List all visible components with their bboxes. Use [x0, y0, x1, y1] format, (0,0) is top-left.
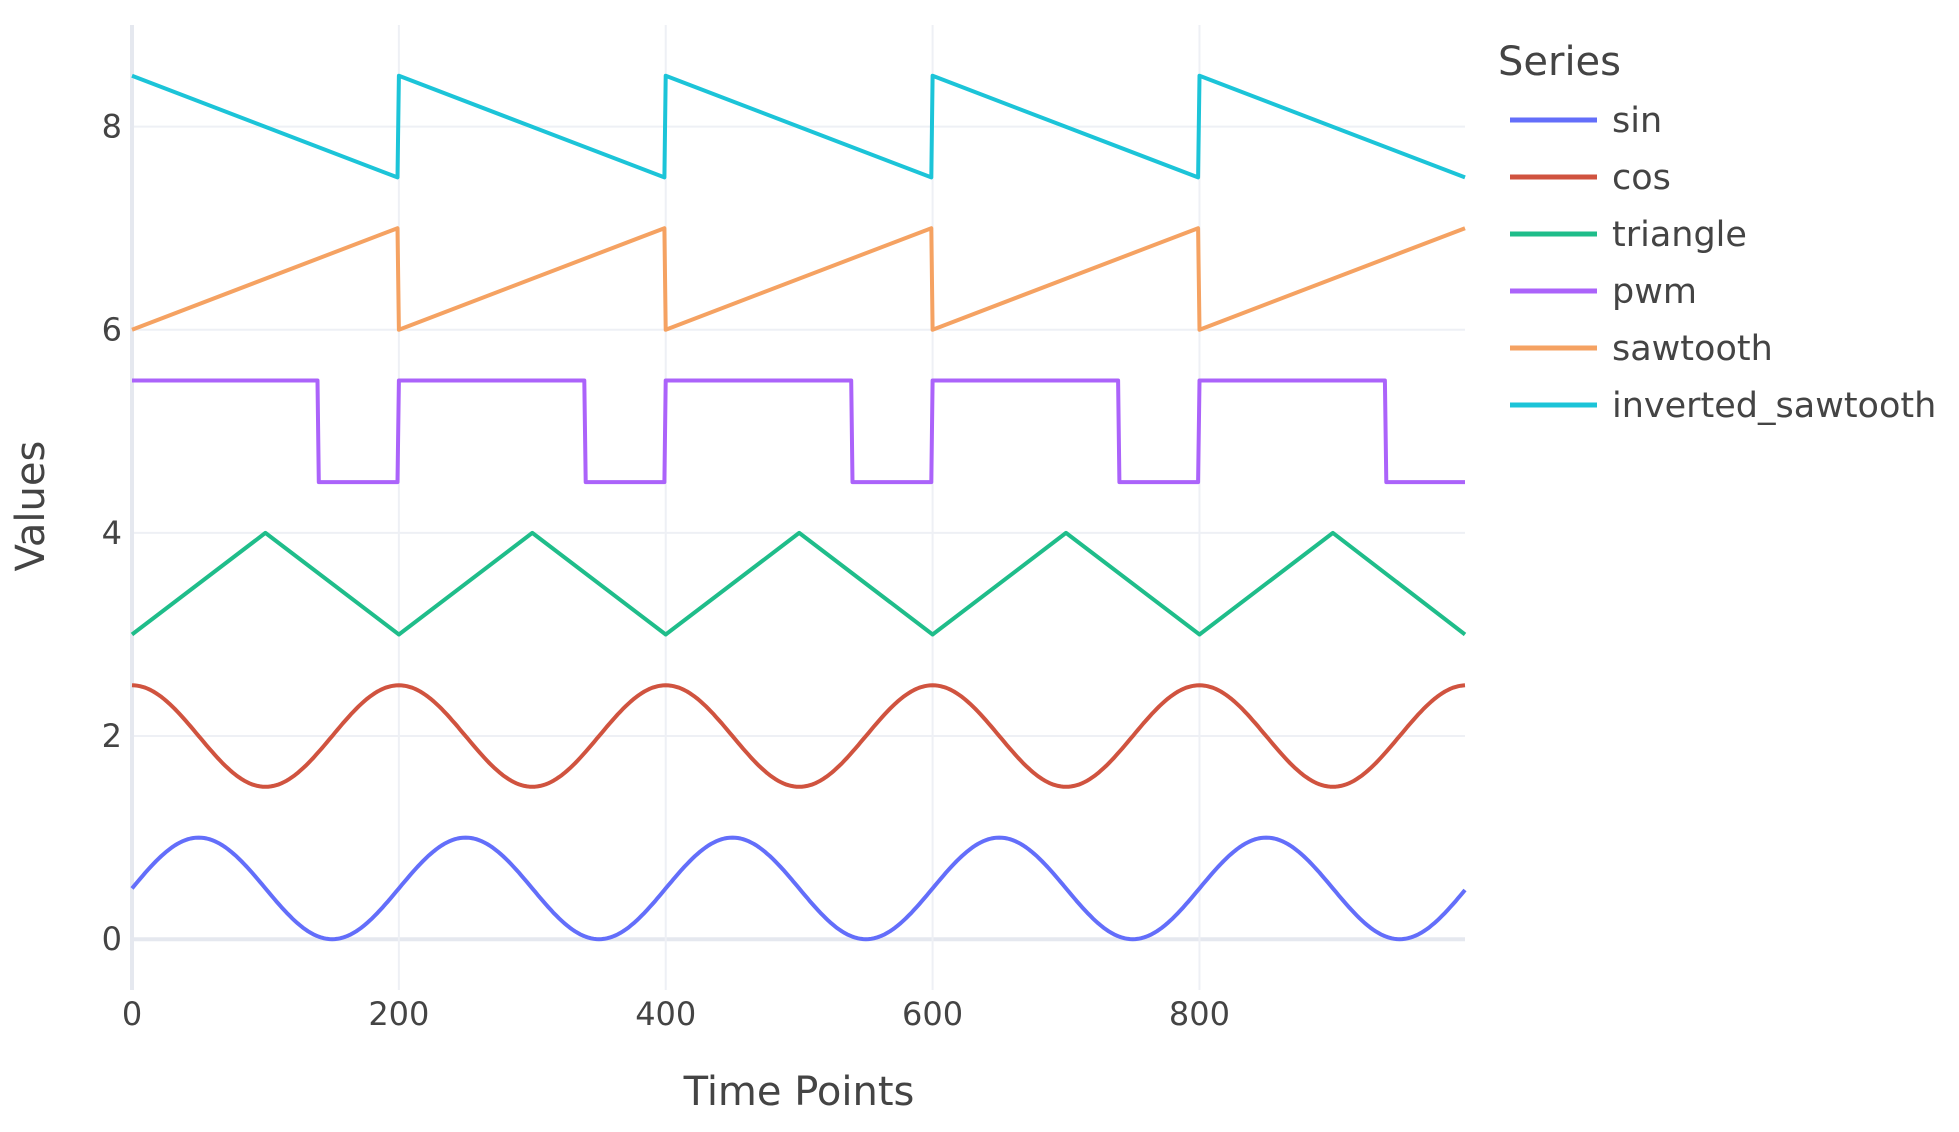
- legend-label: cos: [1612, 158, 1671, 198]
- legend-items: sin cos triangle pwm sawtooth inverted_sawtoo…: [1510, 101, 1936, 426]
- series-line-cos[interactable]: [131, 683, 1466, 789]
- y-tick-label: 8: [102, 108, 122, 146]
- series-lines: [130, 73, 1467, 942]
- x-tick-label: 0: [122, 995, 142, 1033]
- legend-label: sin: [1612, 101, 1662, 141]
- y-tick-label: 2: [102, 717, 122, 755]
- legend-item-cos[interactable]: cos: [1510, 158, 1671, 198]
- legend-label: sawtooth: [1612, 329, 1773, 369]
- legend-item-pwm[interactable]: pwm: [1510, 272, 1697, 312]
- series-line-inverted-sawtooth[interactable]: [131, 73, 1466, 180]
- y-tick-label: 0: [102, 920, 122, 958]
- series-line-pwm[interactable]: [132, 378, 1465, 485]
- series-line-triangle[interactable]: [130, 530, 1467, 637]
- legend[interactable]: Series sin cos triangle pwm sawtooth inverted…: [1498, 39, 1936, 426]
- legend-title: Series: [1498, 39, 1621, 85]
- legend-item-triangle[interactable]: triangle: [1510, 215, 1747, 255]
- y-axis-title: Values: [8, 441, 54, 572]
- legend-item-sawtooth[interactable]: sawtooth: [1510, 329, 1773, 369]
- x-axis-title: Time Points: [683, 1069, 915, 1115]
- x-tick-label: 400: [635, 995, 696, 1033]
- grid: [130, 25, 1465, 990]
- legend-label: inverted_sawtooth: [1612, 386, 1936, 426]
- y-tick-label: 4: [102, 514, 122, 552]
- x-tick-label: 800: [1169, 995, 1230, 1033]
- tick-labels: 0 2 4 6 8 0 200 400 600 800: [102, 108, 1230, 1033]
- legend-label: pwm: [1612, 272, 1697, 312]
- x-tick-label: 200: [368, 995, 429, 1033]
- series-line-sawtooth[interactable]: [131, 226, 1466, 332]
- y-tick-label: 6: [102, 311, 122, 349]
- legend-item-sin[interactable]: sin: [1510, 101, 1662, 141]
- series-line-sin[interactable]: [130, 835, 1467, 942]
- x-tick-label: 600: [902, 995, 963, 1033]
- legend-label: triangle: [1612, 215, 1747, 255]
- legend-item-inverted-sawtooth[interactable]: inverted_sawtooth: [1510, 386, 1936, 426]
